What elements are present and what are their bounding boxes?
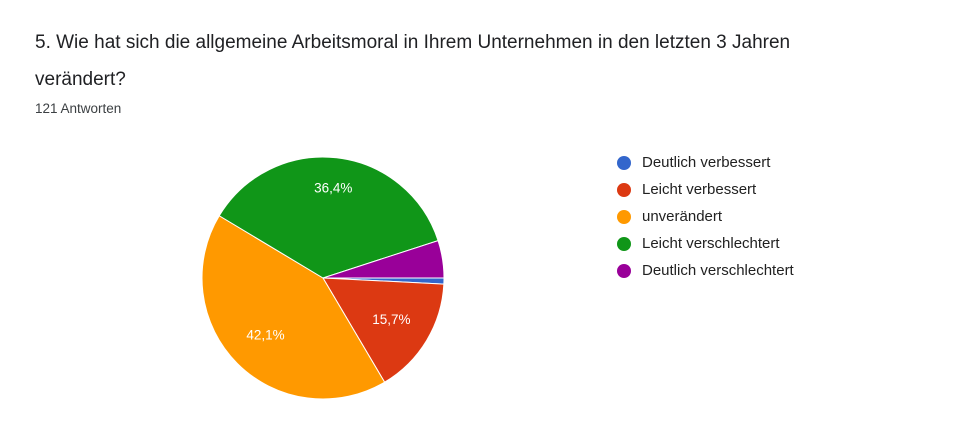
responses-count: 121 Antworten bbox=[35, 101, 122, 116]
legend-swatch-icon bbox=[617, 263, 631, 278]
pie-slice-5[interactable] bbox=[322, 239, 445, 279]
legend-swatch-icon bbox=[617, 236, 631, 251]
pie-slice-2[interactable] bbox=[322, 277, 445, 383]
legend-swatch-icon bbox=[617, 155, 631, 170]
legend-item-2: Leicht verbessert bbox=[617, 181, 794, 198]
legend-swatch-icon bbox=[617, 209, 631, 224]
legend-label: Deutlich verschlechtert bbox=[642, 262, 794, 279]
legend-label: Deutlich verbessert bbox=[642, 154, 771, 171]
legend-item-4: Leicht verschlechtert bbox=[617, 235, 794, 252]
legend-label: Leicht verbessert bbox=[642, 181, 757, 198]
legend-label: Leicht verschlechtert bbox=[642, 235, 780, 252]
legend-item-3: unverändert bbox=[617, 208, 794, 225]
legend-swatch-icon bbox=[617, 182, 631, 197]
legend-label: unverändert bbox=[642, 208, 723, 225]
pie-slice-4[interactable] bbox=[218, 156, 439, 279]
legend-item-1: Deutlich verbessert bbox=[617, 154, 794, 171]
chart-legend: Deutlich verbessert Leicht verbessert unve… bbox=[617, 154, 794, 290]
legend-item-5: Deutlich verschlechtert bbox=[617, 262, 794, 279]
question-title: 5. Wie hat sich die allgemeine Arbeitsmo… bbox=[35, 32, 791, 90]
pie-slice-3[interactable] bbox=[201, 215, 386, 400]
